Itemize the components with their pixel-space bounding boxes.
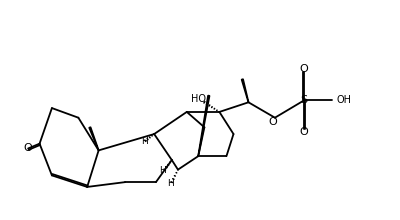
Text: O: O	[300, 64, 308, 74]
Polygon shape	[242, 79, 249, 102]
Text: S: S	[300, 95, 308, 105]
Text: HO: HO	[191, 94, 206, 104]
Text: OH: OH	[337, 95, 352, 105]
Polygon shape	[198, 95, 210, 156]
Polygon shape	[89, 127, 99, 150]
Text: O: O	[268, 117, 277, 126]
Text: O: O	[24, 143, 32, 154]
Text: O: O	[300, 127, 308, 137]
Text: H: H	[167, 179, 174, 188]
Text: H: H	[160, 166, 166, 175]
Text: H: H	[141, 137, 148, 146]
